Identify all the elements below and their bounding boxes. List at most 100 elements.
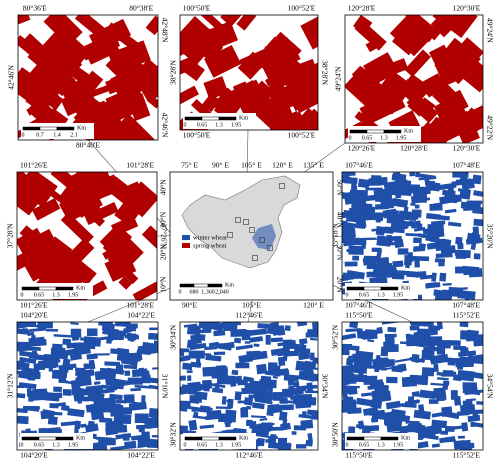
field <box>428 324 441 331</box>
field <box>236 15 257 31</box>
site-marker <box>235 217 241 223</box>
field <box>424 178 431 187</box>
right-tick-label: 40°N <box>335 212 344 228</box>
bottom-tick-label: 120° E <box>303 301 324 310</box>
field <box>149 327 158 331</box>
field <box>395 219 410 229</box>
field <box>76 380 84 384</box>
field <box>43 15 83 47</box>
scale-bar-unit: Km <box>76 285 85 291</box>
field <box>349 322 359 329</box>
field <box>60 404 70 412</box>
field <box>470 242 477 251</box>
field <box>226 429 233 434</box>
field <box>349 189 368 199</box>
field-layer <box>17 172 157 300</box>
field <box>342 346 349 353</box>
field <box>365 203 373 211</box>
field <box>141 225 157 250</box>
field-layer <box>17 322 158 450</box>
field <box>344 261 358 267</box>
field <box>457 188 470 193</box>
bottom-tick-label: 115°52'E <box>452 451 480 460</box>
field <box>362 255 381 266</box>
field <box>430 15 462 38</box>
field <box>293 381 300 388</box>
bottom-tick-label: 100°52'E <box>288 131 316 140</box>
field <box>188 419 198 431</box>
field <box>435 244 444 252</box>
field <box>299 371 308 375</box>
field <box>141 341 150 353</box>
bottom-tick-label: 120°30'E <box>453 144 481 153</box>
field <box>453 395 462 406</box>
site-marker <box>279 183 285 189</box>
scale-bar-segment <box>363 436 382 441</box>
field <box>296 322 308 327</box>
scale-bar-segment <box>363 286 382 291</box>
field <box>472 174 482 185</box>
field <box>90 410 105 421</box>
scale-bar-label: 0.65 <box>362 135 373 141</box>
bottom-tick-label: 107°46'E <box>345 301 373 310</box>
field <box>86 328 98 337</box>
field <box>385 400 401 410</box>
right-tick-label: 31°10'N <box>160 374 169 399</box>
field <box>87 391 105 404</box>
top-tick-label: 100°52'E <box>288 4 316 13</box>
field <box>409 356 425 363</box>
field <box>71 384 82 388</box>
field <box>192 415 208 420</box>
field <box>282 352 288 362</box>
field <box>431 443 440 448</box>
field <box>239 48 271 75</box>
scale-bar-segment <box>21 436 40 441</box>
field <box>194 391 208 401</box>
scale-bar-label: 0.7 <box>36 132 44 138</box>
field <box>41 26 84 69</box>
field <box>60 92 85 117</box>
field <box>62 388 72 396</box>
field <box>24 62 60 97</box>
field <box>413 237 422 244</box>
scale-bar-label: 1.3 <box>52 442 60 448</box>
top-tick-label: 112°46'E <box>235 311 263 320</box>
scale-bar-label: 0 <box>22 132 25 138</box>
field <box>453 345 466 351</box>
field <box>17 344 29 352</box>
field <box>342 370 351 380</box>
scale-bar-label: 1.3 <box>377 292 385 298</box>
field <box>441 238 452 249</box>
field <box>389 15 432 57</box>
field <box>413 409 431 420</box>
field <box>27 406 40 412</box>
field <box>229 378 237 388</box>
field <box>146 438 158 449</box>
legend-label: winter wheat <box>193 234 227 241</box>
field <box>420 344 435 348</box>
field <box>389 235 402 241</box>
scale-bar-segment <box>39 126 58 131</box>
field <box>252 402 265 410</box>
field <box>283 374 299 382</box>
field <box>186 324 202 336</box>
scale-bar-segment <box>349 129 368 134</box>
field-layer <box>180 322 318 450</box>
field <box>47 416 58 425</box>
field <box>136 349 151 356</box>
bottom-tick-label: 100°50'E <box>183 131 211 140</box>
field <box>136 424 152 430</box>
field <box>205 354 222 362</box>
panel-frame <box>341 171 484 301</box>
field <box>310 337 318 341</box>
field <box>298 338 308 345</box>
field <box>134 384 152 389</box>
field <box>444 208 457 214</box>
field <box>180 57 205 82</box>
field <box>380 346 389 357</box>
field <box>397 248 409 255</box>
field <box>98 322 113 327</box>
field <box>248 394 262 399</box>
field <box>454 266 471 274</box>
field <box>374 366 380 373</box>
